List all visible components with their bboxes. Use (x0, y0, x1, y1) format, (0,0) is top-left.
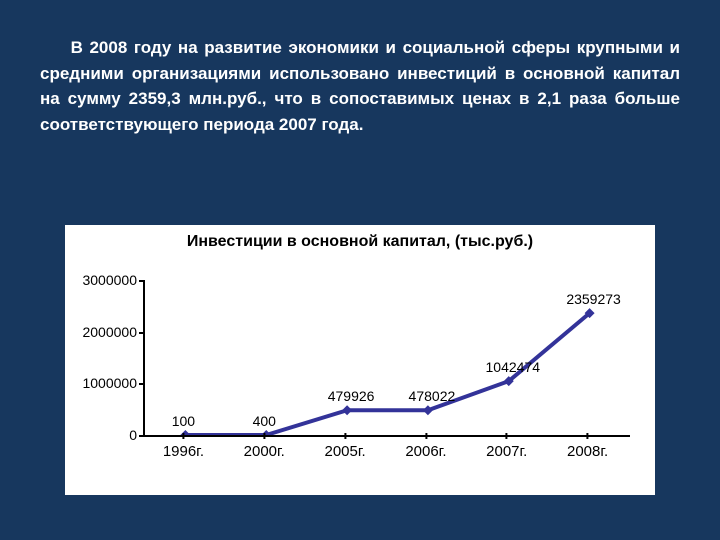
paragraph-text: В 2008 году на развитие экономики и соци… (40, 38, 680, 134)
line-series (145, 280, 630, 435)
data-label: 478022 (409, 388, 456, 404)
y-tick: 0 (65, 427, 137, 443)
body-paragraph: В 2008 году на развитие экономики и соци… (40, 35, 680, 137)
x-tick: 2007г. (486, 443, 527, 460)
chart-title: Инвестиции в основной капитал, (тыс.руб.… (65, 225, 655, 251)
data-label: 2359273 (566, 291, 621, 307)
data-label: 400 (253, 413, 276, 429)
data-label: 479926 (328, 388, 375, 404)
chart-container: Инвестиции в основной капитал, (тыс.руб.… (65, 225, 655, 495)
y-tick: 1000000 (65, 375, 137, 391)
data-label: 1042474 (485, 359, 540, 375)
x-tick: 2006г. (405, 443, 446, 460)
plot-area (143, 280, 630, 437)
x-tick: 2000г. (244, 443, 285, 460)
y-tick: 3000000 (65, 272, 137, 288)
x-tick: 2008г. (567, 443, 608, 460)
y-tick: 2000000 (65, 324, 137, 340)
x-tick: 1996г. (163, 443, 204, 460)
data-label: 100 (172, 413, 195, 429)
x-tick: 2005г. (324, 443, 365, 460)
